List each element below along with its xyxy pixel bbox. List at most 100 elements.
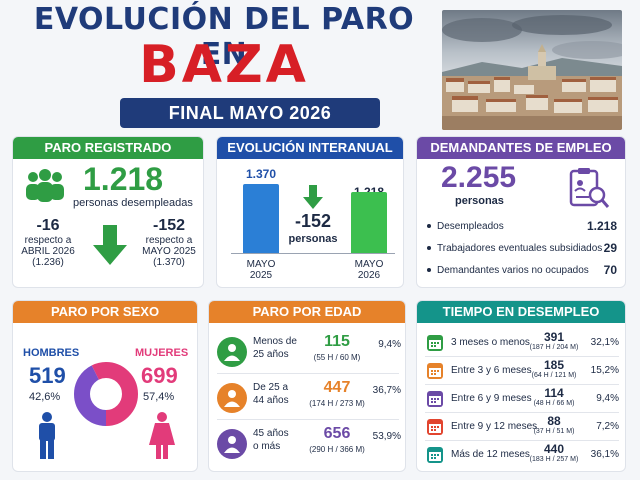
edad-value: 656 [323, 425, 351, 442]
paro-sexo-card: PARO POR SEXO HOMBRES 519 42,6% MUJERES … [12, 300, 198, 472]
tiempo-row: 3 meses o menos 391 (187 H / 204 M) 32,1… [417, 329, 625, 357]
tiempo-detail: (37 H / 51 M) [533, 428, 575, 435]
edad-row: Menos de 25 años 115 (55 H / 60 M) 9,4% [209, 331, 405, 375]
interanual-diff: -152 [294, 211, 332, 231]
tiempo-pct: 9,4% [596, 393, 619, 404]
bar1-value-label: 1.370 [245, 167, 277, 181]
bar2-label-a: MAYO [354, 259, 384, 270]
men-label: HOMBRES [23, 347, 80, 359]
demandantes-total-label: personas [455, 195, 504, 207]
person-icon [217, 383, 247, 413]
left-prev: (1.236) [32, 257, 64, 268]
edad-label-b: 25 años [253, 349, 289, 360]
evolucion-interanual-card: EVOLUCIÓN INTERANUAL 1.370 1.218 -152 pe… [216, 136, 404, 288]
donut-slice-women [74, 362, 138, 426]
paro-edad-header: PARO POR EDAD [209, 301, 405, 323]
demandantes-row-value: 29 [603, 241, 617, 255]
tiempo-value: 88 [547, 414, 561, 428]
edad-pct: 36,7% [372, 385, 401, 396]
person-icon [217, 337, 247, 367]
tiempo-label: 3 meses o menos [451, 337, 530, 348]
clipboard-search-icon [569, 168, 610, 208]
tiempo-value: 185 [543, 358, 565, 372]
paro-sexo-header: PARO POR SEXO [13, 301, 197, 323]
calendar-icon [427, 391, 443, 407]
person-icon [217, 429, 247, 459]
bar-mayo-2025 [243, 184, 279, 253]
tiempo-value: 440 [543, 442, 565, 456]
right-prev: (1.370) [153, 257, 185, 268]
tiempo-row: Entre 6 y 9 meses 114 (48 H / 66 M) 9,4% [417, 385, 625, 413]
tiempo-desempleo-header: TIEMPO EN DESEMPLEO [417, 301, 625, 323]
women-pct: 57,4% [143, 391, 175, 403]
right-period: MAYO 2025 [142, 246, 196, 257]
tiempo-label: Entre 9 y 12 meses [451, 421, 538, 432]
title-line-1: EVOLUCIÓN DEL PARO EN [33, 2, 415, 72]
people-group-icon [26, 169, 64, 202]
edad-detail: (55 H / 60 M) [313, 353, 361, 362]
demandantes-row-value: 70 [603, 263, 617, 277]
woman-icon [149, 412, 175, 459]
bar2-label-b: 2026 [357, 270, 381, 281]
edad-row: 45 años o más 656 (290 H / 366 M) 53,9% [209, 423, 405, 467]
sex-donut-chart [74, 362, 138, 426]
men-pct: 42,6% [29, 391, 61, 403]
tiempo-desempleo-card: TIEMPO EN DESEMPLEO 3 meses o menos 391 … [416, 300, 626, 472]
edad-row: De 25 a 44 años 447 (174 H / 273 M) 36,7… [209, 377, 405, 421]
edad-value: 115 [324, 333, 350, 350]
demandantes-row: Trabajadores eventuales subsidiados 29 [427, 241, 617, 265]
edad-label-b: o más [253, 441, 281, 452]
tiempo-pct: 36,1% [590, 449, 619, 460]
demandantes-row: Demandantes varios no ocupados 70 [427, 263, 617, 287]
title-line-2: BAZA [139, 35, 309, 95]
interanual-diff-label: personas [288, 233, 338, 245]
left-change: -16 [36, 217, 60, 234]
arrow-down-icon [93, 225, 127, 265]
tiempo-value: 391 [543, 330, 565, 344]
paro-registrado-header: PARO REGISTRADO [13, 137, 203, 159]
demandantes-card: DEMANDANTES DE EMPLEO 2.255 personas Des… [416, 136, 626, 288]
edad-detail: (174 H / 273 M) [309, 399, 365, 408]
left-ref: respecto a [24, 235, 72, 246]
edad-detail: (290 H / 366 M) [309, 445, 365, 454]
tiempo-detail: (187 H / 204 M) [529, 344, 579, 351]
bar1-label-a: MAYO [246, 259, 276, 270]
tiempo-detail: (64 H / 121 M) [531, 372, 577, 379]
tiempo-detail: (48 H / 66 M) [533, 400, 575, 407]
calendar-icon [427, 419, 443, 435]
demandantes-header: DEMANDANTES DE EMPLEO [417, 137, 625, 159]
calendar-icon [427, 335, 443, 351]
tiempo-row: Entre 9 y 12 meses 88 (37 H / 51 M) 7,2% [417, 413, 625, 441]
tiempo-pct: 15,2% [590, 365, 619, 376]
man-icon [39, 412, 55, 459]
demandantes-row-value: 1.218 [586, 219, 617, 233]
tiempo-detail: (183 H / 257 M) [529, 456, 579, 463]
right-change: -152 [152, 217, 186, 234]
arrow-down-icon [303, 185, 323, 209]
left-period: ABRIL 2026 [21, 246, 75, 257]
calendar-icon [427, 363, 443, 379]
women-label: MUJERES [135, 347, 189, 359]
evolucion-interanual-header: EVOLUCIÓN INTERANUAL [217, 137, 403, 159]
paro-registrado-total-label: personas desempleadas [73, 197, 193, 209]
edad-label-a: De 25 a [253, 382, 289, 393]
tiempo-label: Más de 12 meses [451, 449, 530, 460]
subtitle-bar: FINAL MAYO 2026 [120, 98, 380, 128]
tiempo-label: Entre 6 y 9 meses [451, 393, 532, 404]
bar-mayo-2026 [351, 192, 387, 253]
paro-edad-card: PARO POR EDAD Menos de 25 años 115 (55 H… [208, 300, 406, 472]
demandantes-row-label: Demandantes varios no ocupados [437, 265, 589, 276]
edad-value: 447 [323, 379, 351, 396]
tiempo-pct: 7,2% [596, 421, 619, 432]
calendar-icon [427, 447, 443, 463]
women-value: 699 [141, 363, 178, 388]
demandantes-total: 2.255 [441, 161, 517, 194]
edad-label-a: Menos de [253, 336, 297, 347]
demandantes-row-label: Desempleados [437, 221, 504, 232]
edad-label-a: 45 años [253, 428, 289, 439]
tiempo-label: Entre 3 y 6 meses [451, 365, 532, 376]
edad-pct: 9,4% [378, 339, 401, 350]
edad-pct: 53,9% [372, 431, 401, 442]
right-ref: respecto a [145, 235, 193, 246]
tiempo-pct: 32,1% [590, 337, 619, 348]
